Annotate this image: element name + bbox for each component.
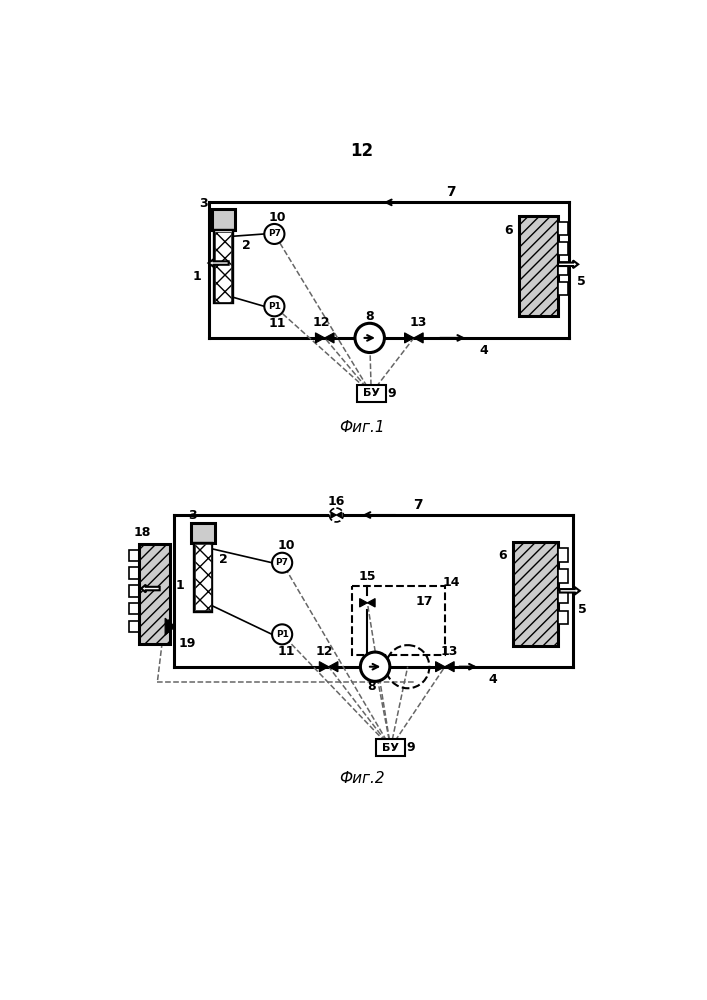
Text: Р7: Р7 (268, 229, 281, 238)
Bar (211, 209, 235, 230)
Text: 7: 7 (446, 185, 455, 199)
Bar (214, 230, 233, 303)
Polygon shape (558, 260, 578, 268)
Bar (139, 544, 170, 644)
Text: 13: 13 (409, 316, 426, 329)
Bar (195, 544, 211, 610)
Circle shape (264, 224, 284, 244)
Text: 3: 3 (199, 197, 208, 210)
Polygon shape (209, 259, 228, 267)
Polygon shape (325, 333, 334, 343)
Text: 8: 8 (367, 680, 375, 693)
Bar (191, 523, 216, 543)
Bar (129, 603, 139, 614)
Polygon shape (368, 599, 375, 607)
Polygon shape (360, 599, 368, 607)
Polygon shape (331, 512, 337, 518)
Polygon shape (329, 662, 338, 672)
Text: 12: 12 (351, 142, 373, 160)
Polygon shape (141, 585, 160, 592)
Text: 6: 6 (504, 224, 513, 237)
Text: Р7: Р7 (276, 558, 288, 567)
Bar (558, 590, 568, 603)
Text: 6: 6 (498, 549, 506, 562)
Bar (558, 548, 568, 562)
Text: 2: 2 (219, 553, 228, 566)
Text: БУ: БУ (363, 388, 380, 398)
Bar (558, 282, 568, 295)
Text: 11: 11 (269, 317, 286, 330)
Text: 19: 19 (179, 637, 197, 650)
Text: 12: 12 (312, 316, 329, 329)
Bar (558, 222, 568, 235)
Polygon shape (337, 512, 341, 518)
Text: 7: 7 (413, 498, 423, 512)
Text: 13: 13 (441, 645, 458, 658)
Text: 18: 18 (134, 526, 151, 539)
Bar (558, 262, 568, 275)
Text: 3: 3 (188, 509, 197, 522)
Text: 10: 10 (277, 539, 295, 552)
Bar (129, 620, 139, 632)
Circle shape (264, 296, 284, 316)
Text: 9: 9 (387, 387, 396, 400)
Text: БУ: БУ (382, 743, 399, 753)
Text: Р1: Р1 (268, 302, 281, 311)
Bar (558, 569, 568, 583)
Text: 12: 12 (316, 645, 334, 658)
Text: 15: 15 (358, 570, 376, 583)
Bar (216, 232, 231, 302)
Text: 14: 14 (443, 576, 460, 589)
Bar (376, 739, 405, 756)
Bar (558, 242, 568, 255)
Text: Фиг.2: Фиг.2 (339, 771, 385, 786)
Text: 5: 5 (578, 603, 588, 616)
Polygon shape (315, 333, 325, 343)
Bar (513, 542, 558, 646)
Circle shape (361, 652, 390, 681)
Text: 1: 1 (192, 270, 201, 283)
Text: 4: 4 (489, 673, 497, 686)
Circle shape (329, 508, 344, 522)
Polygon shape (165, 618, 175, 635)
Text: 4: 4 (479, 344, 488, 357)
Text: 9: 9 (407, 741, 415, 754)
Bar (129, 567, 139, 579)
Text: Р1: Р1 (276, 630, 288, 639)
Bar (352, 586, 445, 655)
Bar (356, 385, 386, 402)
Bar (519, 216, 558, 316)
Text: 17: 17 (416, 595, 433, 608)
Text: 16: 16 (327, 495, 345, 508)
Bar (558, 611, 568, 624)
Circle shape (272, 624, 292, 644)
Polygon shape (559, 587, 580, 595)
Text: Фиг.1: Фиг.1 (339, 420, 385, 436)
Text: 5: 5 (577, 275, 585, 288)
Text: 1: 1 (175, 579, 185, 592)
Text: 10: 10 (269, 211, 286, 224)
Polygon shape (414, 333, 423, 343)
Circle shape (355, 323, 385, 353)
Polygon shape (445, 662, 454, 672)
Text: 8: 8 (366, 310, 374, 323)
Polygon shape (404, 333, 414, 343)
Bar (129, 550, 139, 561)
Circle shape (272, 553, 292, 573)
Polygon shape (436, 662, 445, 672)
Polygon shape (320, 662, 329, 672)
Bar (194, 543, 212, 612)
Text: 11: 11 (277, 645, 295, 658)
Bar (129, 585, 139, 597)
Text: 2: 2 (242, 239, 251, 252)
